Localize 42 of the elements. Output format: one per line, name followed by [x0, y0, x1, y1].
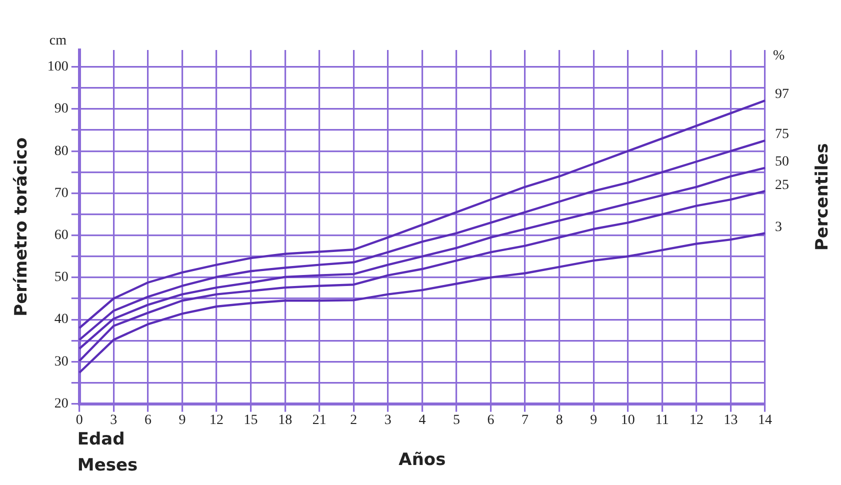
x-tick-label: 11: [655, 412, 669, 428]
x-tick-label: 12: [689, 412, 704, 428]
x-tick-label: 9: [178, 412, 186, 428]
x-tick-label: 18: [278, 412, 292, 428]
x-tick-label: 0: [76, 412, 83, 428]
x-tick-label: 3: [110, 412, 118, 428]
y-tick-label: 100: [47, 60, 68, 75]
y-tick-label: 90: [54, 102, 68, 117]
x-tick-label: 13: [724, 412, 738, 428]
x-tick-label: 14: [758, 412, 772, 428]
x-tick-label: 8: [556, 412, 563, 428]
text: Edad: [77, 429, 125, 450]
x-tick-label: 12: [210, 412, 224, 428]
y-tick-label: 80: [54, 144, 68, 159]
series-label: 97: [775, 87, 789, 102]
x-tick-label: 2: [350, 412, 358, 428]
series-label: 25: [775, 178, 789, 193]
x-tick-label: 9: [590, 412, 598, 428]
y-tick-label: 20: [54, 396, 68, 412]
y-axis-title: Perímetro torácico: [12, 137, 32, 316]
x-tick-label: 5: [452, 412, 460, 428]
x-tick-label: 7: [522, 412, 529, 428]
x-tick-label: 10: [620, 412, 635, 428]
x-axis-title: Años: [398, 450, 446, 470]
x-tick-label: 15: [244, 412, 258, 428]
y-tick-label: 30: [54, 354, 68, 370]
series-label: 3: [775, 220, 782, 235]
series-label: 75: [775, 127, 789, 142]
text: Meses: [77, 455, 138, 476]
text: cm: [49, 34, 67, 49]
x-tick-label: 4: [418, 412, 426, 428]
x-tick-label: 21: [312, 412, 326, 428]
x-tick-label: 6: [487, 412, 494, 428]
y-tick-label: 50: [54, 270, 68, 286]
x-tick-label: 3: [384, 412, 392, 428]
series-label: 50: [775, 154, 789, 170]
y-tick-label: 60: [54, 228, 68, 243]
x-tick-label: 6: [144, 412, 152, 428]
y-tick-label: 40: [54, 312, 68, 328]
text: %: [773, 48, 785, 64]
y2-axis-title: Percentiles: [812, 143, 832, 251]
y-tick-label: 70: [54, 186, 68, 201]
